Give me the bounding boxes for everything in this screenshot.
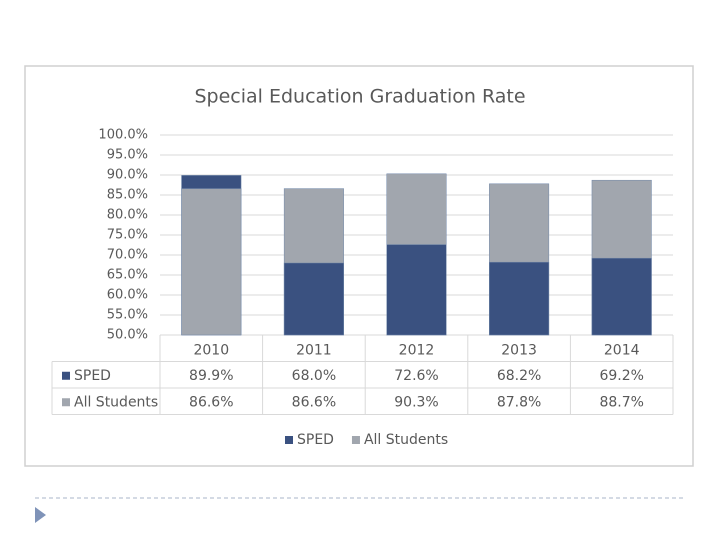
- chart-title: Special Education Graduation Rate: [194, 86, 525, 108]
- x-tick-label: 2014: [604, 342, 640, 358]
- data-label: 68.0%: [292, 368, 336, 384]
- data-label: 87.8%: [497, 394, 541, 410]
- bar: [591, 257, 652, 336]
- legend-swatch: [285, 436, 293, 444]
- y-tick-label: 55.0%: [107, 308, 148, 323]
- y-tick-label: 85.0%: [107, 188, 148, 203]
- data-label: 68.2%: [497, 368, 541, 384]
- data-label: 72.6%: [394, 368, 438, 384]
- legend-label: SPED: [297, 432, 334, 448]
- y-tick-label: 75.0%: [107, 228, 148, 243]
- legend-label: All Students: [364, 432, 448, 448]
- data-label: 86.6%: [189, 394, 233, 410]
- table-row-label: All Students: [74, 394, 158, 410]
- bullet-icon: [35, 507, 46, 523]
- bar: [489, 261, 550, 336]
- data-label: 90.3%: [394, 394, 438, 410]
- table-legend-key: [62, 371, 70, 380]
- bar: [181, 188, 242, 336]
- data-label: 88.7%: [599, 394, 643, 410]
- data-label: 89.9%: [189, 368, 233, 384]
- table-legend-key: [62, 398, 70, 407]
- y-tick-label: 50.0%: [107, 328, 148, 343]
- y-tick-label: 90.0%: [107, 168, 148, 183]
- legend-swatch: [351, 436, 360, 444]
- bar: [386, 244, 447, 336]
- x-tick-label: 2013: [501, 342, 537, 358]
- chart-frame: [24, 65, 694, 467]
- y-tick-label: 95.0%: [107, 148, 148, 163]
- data-label: 69.2%: [599, 368, 643, 384]
- y-tick-label: 70.0%: [107, 248, 148, 263]
- y-tick-label: 65.0%: [107, 268, 148, 283]
- table-row-label: SPED: [74, 368, 111, 384]
- x-tick-label: 2012: [399, 342, 435, 358]
- x-tick-label: 2010: [193, 342, 229, 358]
- y-tick-label: 100.0%: [98, 128, 148, 143]
- data-label: 86.6%: [292, 394, 336, 410]
- y-tick-label: 60.0%: [107, 288, 148, 303]
- y-tick-label: 80.0%: [107, 208, 148, 223]
- bar: [283, 262, 344, 336]
- x-tick-label: 2011: [296, 342, 332, 358]
